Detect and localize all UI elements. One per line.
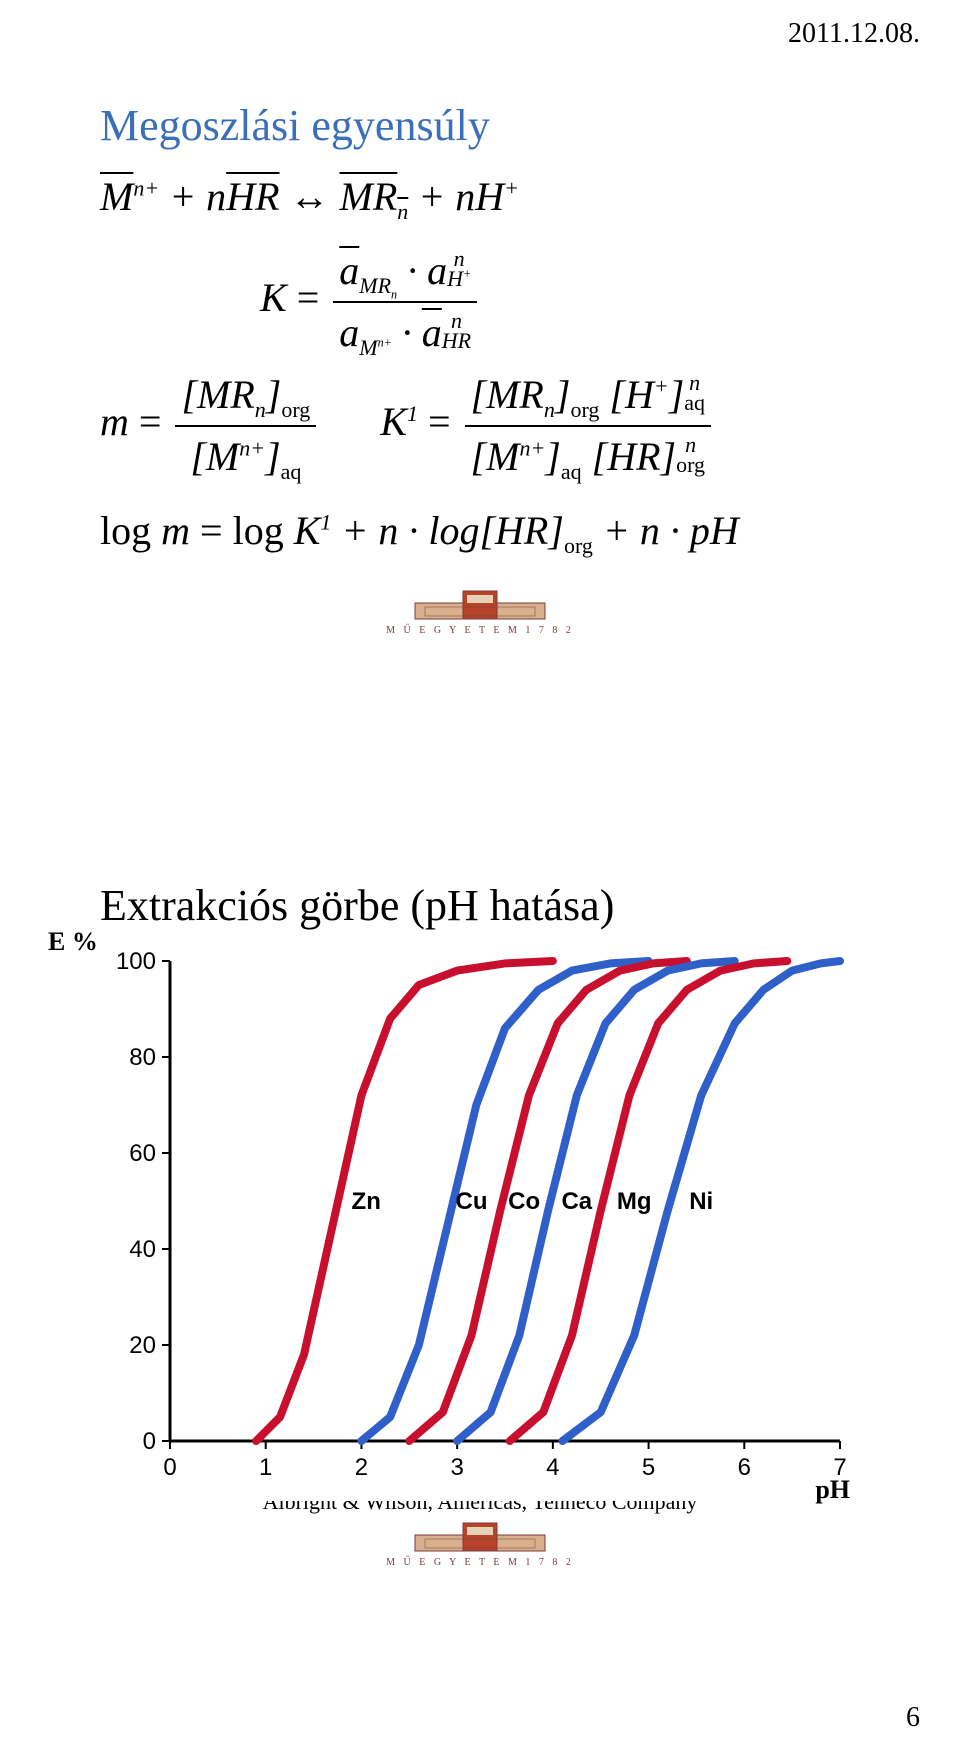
svg-text:0: 0 [143,1428,156,1455]
equation-reaction: Mn+ + nHR ↔ MRn + nH+ [100,169,900,225]
svg-text:100: 100 [116,948,156,975]
extraction-chart: E % 02040608010001234567ZnCuCoCaMgNi pH [100,941,860,1501]
svg-text:6: 6 [738,1454,751,1481]
document-date: 2011.12.08. [788,18,920,50]
svg-text:4: 4 [546,1454,559,1481]
svg-text:Mg: Mg [617,1188,652,1215]
svg-text:40: 40 [129,1236,156,1263]
page-number: 6 [906,1702,920,1734]
university-logo: M Ű E G Y E T E M 1 7 8 2 [60,589,900,636]
slide-extraction-curve: Extrakciós görbe (pH hatása) E % 0204060… [60,880,900,1660]
svg-text:Ni: Ni [689,1188,713,1215]
svg-text:80: 80 [129,1044,156,1071]
svg-text:1: 1 [259,1454,272,1481]
chart-xlabel: pH [815,1475,850,1505]
svg-text:60: 60 [129,1140,156,1167]
university-logo: M Ű E G Y E T E M 1 7 8 2 [60,1521,900,1568]
svg-text:Ca: Ca [561,1188,592,1215]
svg-text:Cu: Cu [456,1188,488,1215]
slide-distribution-equilibrium: Megoszlási egyensúly Mn+ + nHR ↔ MRn + n… [60,100,900,780]
svg-text:3: 3 [450,1454,463,1481]
svg-text:5: 5 [642,1454,655,1481]
svg-text:Co: Co [508,1188,540,1215]
slide1-title: Megoszlási egyensúly [100,100,900,151]
equation-logm: log m = log K1 + n · log[HR]org + n · pH [100,503,900,559]
slide2-title: Extrakciós görbe (pH hatása) [100,880,900,931]
svg-text:0: 0 [163,1454,176,1481]
equation-K: K = aMRn · anH+ aMn+ · anHR [260,243,900,361]
svg-text:20: 20 [129,1332,156,1359]
chart-ylabel: E % [48,927,98,957]
equation-m-K1: m = [MRn]org [Mn+]aq K1 = [MRn]org [H+]n… [100,367,900,485]
svg-text:Zn: Zn [352,1188,381,1215]
svg-text:2: 2 [355,1454,368,1481]
